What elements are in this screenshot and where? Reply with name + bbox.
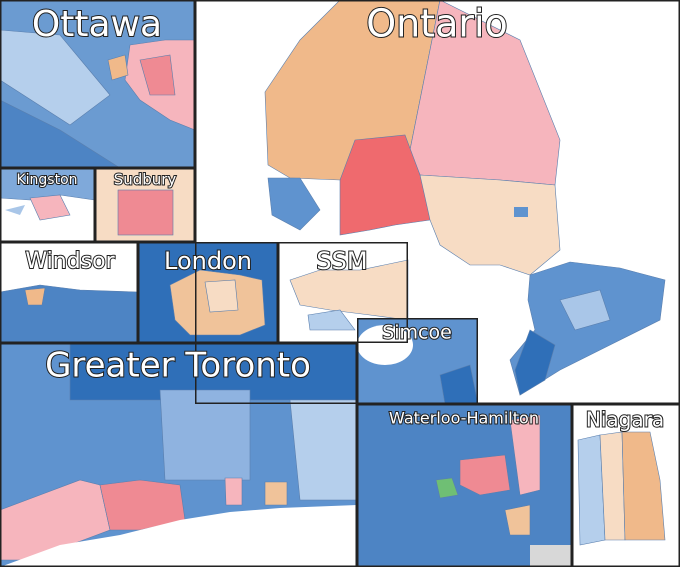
region	[339, 134, 441, 236]
region	[530, 545, 572, 567]
panel-label: London	[164, 247, 252, 275]
panel-frame	[357, 318, 478, 404]
region	[435, 477, 459, 499]
panel-label: Sudbury	[114, 171, 177, 189]
greater-toronto-panel	[0, 342, 358, 567]
region	[621, 431, 666, 541]
region	[204, 279, 239, 313]
panel-label: Waterloo-Hamilton	[389, 409, 539, 428]
panel-label: Simcoe	[382, 322, 452, 344]
kingston-panel	[0, 167, 96, 242]
region	[29, 194, 71, 221]
region	[419, 174, 561, 276]
region	[307, 309, 356, 331]
panel-frame	[0, 343, 357, 567]
windsor-panel	[0, 242, 139, 344]
panel-frame	[95, 168, 195, 242]
panel-frame	[278, 242, 408, 343]
region	[117, 189, 174, 236]
region	[159, 389, 251, 481]
ottawa-panel	[0, 0, 196, 169]
region	[514, 207, 528, 217]
lake	[0, 505, 357, 567]
region	[107, 54, 129, 81]
panel-frame	[0, 168, 95, 242]
region	[24, 287, 46, 306]
region	[289, 399, 358, 501]
panel-frame	[572, 404, 680, 567]
region	[139, 54, 176, 96]
simcoe-panel	[357, 318, 479, 405]
region	[504, 504, 531, 536]
panel-frame	[0, 242, 138, 343]
panel-label: Ontario	[366, 2, 508, 46]
panel-label: Ottawa	[32, 4, 162, 45]
region	[224, 477, 243, 506]
region	[0, 284, 139, 344]
niagara-panel	[572, 404, 680, 567]
region	[514, 329, 556, 396]
panel-label: Niagara	[586, 408, 664, 432]
region	[5, 205, 25, 215]
panel-frame	[138, 242, 278, 343]
panel-label: SSM	[316, 247, 367, 275]
panel-frame	[357, 404, 572, 567]
region	[267, 177, 321, 231]
region	[509, 414, 541, 496]
waterloo-hamilton-panel	[357, 404, 572, 567]
panel-labels: Ottawa Ontario Kingston Sudbury Windsor Londo…	[15, 1, 665, 433]
region	[559, 289, 611, 331]
panel-label: Kingston	[16, 172, 77, 188]
panel-frame	[0, 0, 195, 168]
region	[264, 481, 288, 506]
panel-label: Windsor	[25, 249, 115, 274]
lake	[357, 325, 413, 365]
panel-label: Greater Toronto	[45, 346, 311, 386]
region	[459, 454, 511, 496]
london-panel	[138, 242, 278, 343]
region	[0, 29, 111, 126]
sudbury-panel	[95, 168, 195, 242]
